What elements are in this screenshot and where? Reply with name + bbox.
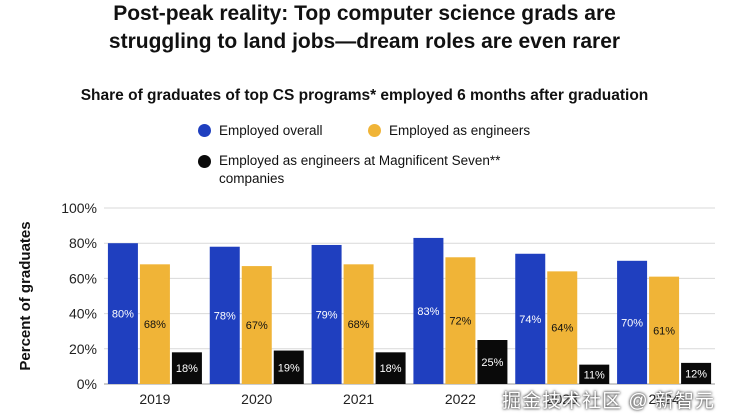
bar bbox=[649, 276, 680, 384]
y-tick-label: 80% bbox=[69, 235, 97, 251]
x-tick-label: 2023 bbox=[547, 391, 578, 407]
legend-item-mag7: Employed as engineers at Magnificent Sev… bbox=[198, 152, 578, 188]
bar-data-label: 80% bbox=[112, 309, 134, 321]
legend-item-engineers: Employed as engineers bbox=[368, 122, 530, 138]
x-tick-label: 2021 bbox=[343, 391, 374, 407]
bar-data-label: 64% bbox=[551, 323, 573, 335]
bar-data-label: 18% bbox=[176, 363, 198, 375]
chart-title-line-2: struggling to land jobs—dream roles are … bbox=[108, 30, 621, 53]
bar bbox=[477, 340, 508, 384]
bar bbox=[413, 237, 444, 384]
bar bbox=[547, 271, 578, 384]
bar-data-label: 11% bbox=[584, 369, 605, 381]
y-axis-label: Percent of graduates bbox=[17, 221, 34, 370]
bar-data-label: 68% bbox=[144, 319, 166, 331]
bar-data-label: 78% bbox=[214, 310, 236, 322]
bar bbox=[107, 243, 138, 384]
bar-data-label: 67% bbox=[246, 320, 268, 332]
bar-data-label: 70% bbox=[621, 317, 643, 329]
bar-data-label: 18% bbox=[380, 363, 402, 375]
bar-data-label: 12% bbox=[685, 368, 707, 380]
legend-swatch-engineers bbox=[368, 123, 381, 137]
x-tick-label: 2022 bbox=[445, 391, 476, 407]
y-tick-label: 100% bbox=[61, 200, 97, 216]
bar bbox=[681, 362, 712, 384]
chart-subtitle: Share of graduates of top CS programs* e… bbox=[80, 87, 649, 104]
bar-data-label: 79% bbox=[316, 309, 338, 321]
bar bbox=[311, 244, 342, 384]
chart-title: Post-peak reality: Top computer science … bbox=[0, 0, 729, 56]
bar bbox=[579, 364, 610, 384]
y-tick-label: 0% bbox=[77, 376, 97, 392]
bar bbox=[209, 246, 240, 384]
y-tick-label: 40% bbox=[69, 306, 97, 322]
legend-label-engineers: Employed as engineers bbox=[389, 122, 531, 138]
x-tick-label: 2024 bbox=[649, 391, 680, 407]
bar-data-label: 72% bbox=[449, 316, 471, 328]
legend-label-mag7: Employed as engineers at Magnificent Sev… bbox=[219, 153, 501, 186]
x-tick-label: 2020 bbox=[241, 391, 272, 407]
bar-data-label: 83% bbox=[417, 306, 439, 318]
bar bbox=[617, 260, 648, 384]
bar bbox=[139, 264, 170, 384]
bar-data-label: 74% bbox=[519, 314, 541, 326]
legend-swatch-overall bbox=[198, 123, 211, 137]
y-tick-label: 20% bbox=[69, 341, 97, 357]
bar-data-label: 19% bbox=[278, 362, 300, 374]
bar bbox=[515, 253, 546, 384]
bar bbox=[445, 257, 476, 384]
watermark: 掘金技术社区 @ 新智元 bbox=[502, 391, 715, 412]
bar bbox=[273, 350, 304, 384]
y-tick-label: 60% bbox=[69, 270, 97, 286]
legend-label-overall: Employed overall bbox=[219, 122, 323, 138]
legend-item-overall: Employed overall bbox=[198, 122, 323, 138]
bar bbox=[241, 266, 272, 384]
bar bbox=[171, 352, 202, 384]
bar bbox=[375, 352, 406, 384]
legend-swatch-mag7 bbox=[198, 155, 211, 168]
bar bbox=[343, 264, 374, 384]
bar-data-label: 68% bbox=[348, 319, 370, 331]
x-tick-label: 2019 bbox=[139, 391, 170, 407]
chart-title-line-1: Post-peak reality: Top computer science … bbox=[113, 2, 616, 25]
bar-data-label: 25% bbox=[481, 357, 503, 369]
bar-data-label: 61% bbox=[653, 325, 675, 337]
